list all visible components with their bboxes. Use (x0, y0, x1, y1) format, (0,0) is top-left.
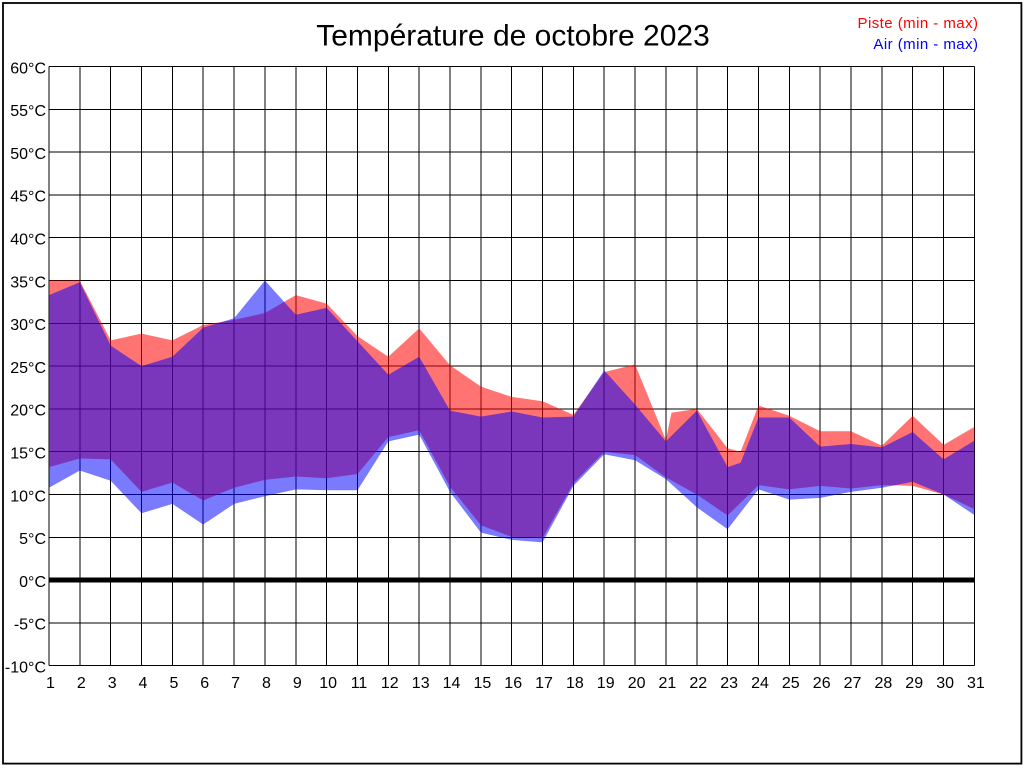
svg-text:22: 22 (689, 675, 707, 692)
svg-text:50°C: 50°C (10, 146, 46, 163)
svg-text:0°C: 0°C (19, 574, 46, 591)
svg-text:Température de octobre 2023: Température de octobre 2023 (316, 20, 710, 53)
svg-text:55°C: 55°C (10, 103, 46, 120)
svg-text:30°C: 30°C (10, 317, 46, 334)
svg-text:5: 5 (169, 675, 178, 692)
svg-text:28: 28 (875, 675, 893, 692)
svg-text:60°C: 60°C (10, 60, 46, 77)
svg-text:11: 11 (351, 675, 368, 692)
svg-text:19: 19 (597, 675, 615, 692)
svg-text:5°C: 5°C (19, 531, 46, 548)
svg-text:16: 16 (504, 675, 522, 692)
svg-text:10: 10 (319, 675, 337, 692)
svg-text:29: 29 (905, 675, 923, 692)
svg-text:26: 26 (813, 675, 831, 692)
svg-text:24: 24 (751, 675, 769, 692)
svg-text:3: 3 (108, 675, 117, 692)
svg-text:17: 17 (535, 675, 553, 692)
svg-text:1: 1 (46, 675, 55, 692)
svg-text:20: 20 (628, 675, 646, 692)
svg-text:10°C: 10°C (10, 488, 46, 505)
svg-text:35°C: 35°C (10, 274, 46, 291)
svg-text:40°C: 40°C (10, 232, 46, 249)
svg-text:21: 21 (659, 675, 677, 692)
svg-text:15: 15 (474, 675, 492, 692)
svg-text:-10°C: -10°C (5, 660, 46, 677)
svg-text:12: 12 (381, 675, 399, 692)
svg-text:2: 2 (77, 675, 86, 692)
svg-text:14: 14 (443, 675, 461, 692)
svg-text:8: 8 (262, 675, 271, 692)
svg-text:31: 31 (967, 675, 985, 692)
svg-text:Air (min - max): Air (min - max) (873, 36, 978, 53)
svg-text:9: 9 (293, 675, 302, 692)
svg-text:25: 25 (782, 675, 800, 692)
svg-text:-5°C: -5°C (14, 617, 46, 634)
svg-text:30: 30 (936, 675, 954, 692)
svg-text:20°C: 20°C (10, 403, 46, 420)
svg-text:6: 6 (200, 675, 209, 692)
svg-text:18: 18 (566, 675, 584, 692)
svg-text:23: 23 (720, 675, 738, 692)
svg-text:27: 27 (844, 675, 862, 692)
svg-text:15°C: 15°C (10, 446, 46, 463)
svg-text:Piste (min - max): Piste (min - max) (858, 15, 979, 32)
svg-text:7: 7 (231, 675, 240, 692)
svg-text:13: 13 (412, 675, 430, 692)
svg-text:45°C: 45°C (10, 189, 46, 206)
svg-text:4: 4 (139, 675, 148, 692)
svg-text:25°C: 25°C (10, 360, 46, 377)
